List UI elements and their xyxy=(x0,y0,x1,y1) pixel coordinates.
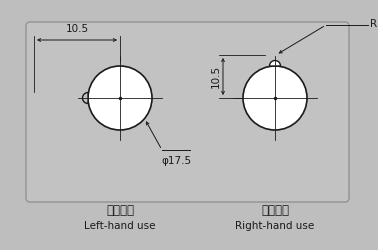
Text: Left-hand use: Left-hand use xyxy=(84,221,156,231)
Text: R1.3: R1.3 xyxy=(370,19,378,29)
Text: 右開き用: 右開き用 xyxy=(261,204,289,218)
Circle shape xyxy=(243,66,307,130)
Circle shape xyxy=(88,66,152,130)
Text: 左開き用: 左開き用 xyxy=(106,204,134,218)
Text: 10.5: 10.5 xyxy=(211,65,221,88)
Wedge shape xyxy=(82,92,88,104)
FancyBboxPatch shape xyxy=(26,22,349,202)
Wedge shape xyxy=(270,60,280,66)
Text: 10.5: 10.5 xyxy=(65,24,88,34)
Text: Right-hand use: Right-hand use xyxy=(235,221,314,231)
Text: φ17.5: φ17.5 xyxy=(161,156,191,166)
